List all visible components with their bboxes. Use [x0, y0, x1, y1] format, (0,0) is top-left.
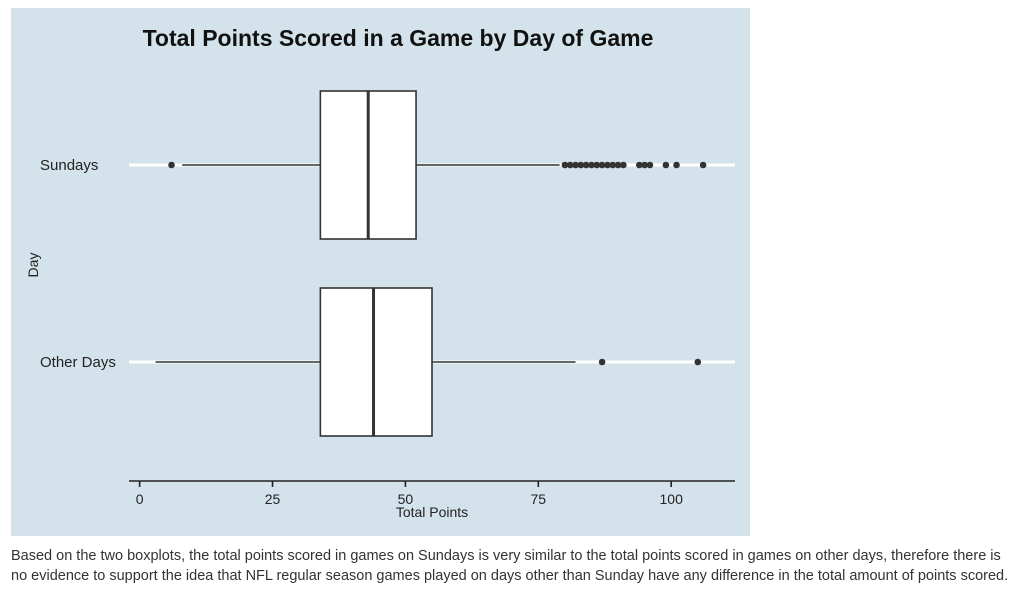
- outlier-point-sundays: [646, 161, 654, 169]
- x-tick-label-25: 25: [265, 491, 281, 507]
- chart-title: Total Points Scored in a Game by Day of …: [143, 25, 654, 51]
- outlier-point-sundays: [699, 161, 707, 169]
- x-axis: 0 25 50 75 100: [129, 480, 735, 507]
- category-label-sundays: Sundays: [40, 157, 98, 174]
- outlier-point-sundays: [598, 161, 606, 169]
- outlier-point-sundays: [641, 161, 648, 169]
- chart-background: [11, 8, 750, 536]
- outlier-point-other-days: [598, 358, 606, 366]
- x-tick-label-75: 75: [531, 491, 547, 507]
- y-axis-label: Day: [25, 253, 41, 278]
- outlier-point-sundays: [609, 161, 617, 169]
- box-layer: Sundays Other Days: [40, 90, 707, 437]
- outlier-point-sundays: [620, 161, 627, 169]
- outlier-point-sundays: [582, 161, 590, 169]
- x-tick-label-0: 0: [136, 491, 144, 507]
- outlier-point-sundays: [662, 161, 670, 169]
- outlier-point-sundays: [572, 161, 579, 169]
- x-tick-label-50: 50: [398, 491, 414, 507]
- x-tick-label-100: 100: [660, 491, 684, 507]
- chart-panel: Total Points Scored in a Game by Day of …: [11, 8, 750, 536]
- outlier-point-sundays: [593, 161, 601, 169]
- outlier-point-sundays: [636, 161, 643, 169]
- box-other-days: [319, 287, 433, 437]
- outlier-point-sundays: [561, 161, 569, 169]
- outlier-point-other-days: [694, 358, 702, 366]
- outlier-point-sundays: [673, 161, 680, 169]
- caption-text: Based on the two boxplots, the total poi…: [11, 548, 1009, 584]
- outlier-point-sundays: [614, 161, 622, 169]
- outlier-point-sundays: [604, 161, 611, 169]
- outlier-point-sundays: [168, 161, 175, 169]
- x-axis-label: Total Points: [396, 504, 468, 520]
- outlier-point-sundays: [566, 161, 574, 169]
- category-label-other-days: Other Days: [40, 354, 116, 371]
- boxplot-chart: Total Points Scored in a Game by Day of …: [11, 8, 750, 536]
- outlier-point-sundays: [577, 161, 585, 169]
- outlier-point-sundays: [588, 161, 595, 169]
